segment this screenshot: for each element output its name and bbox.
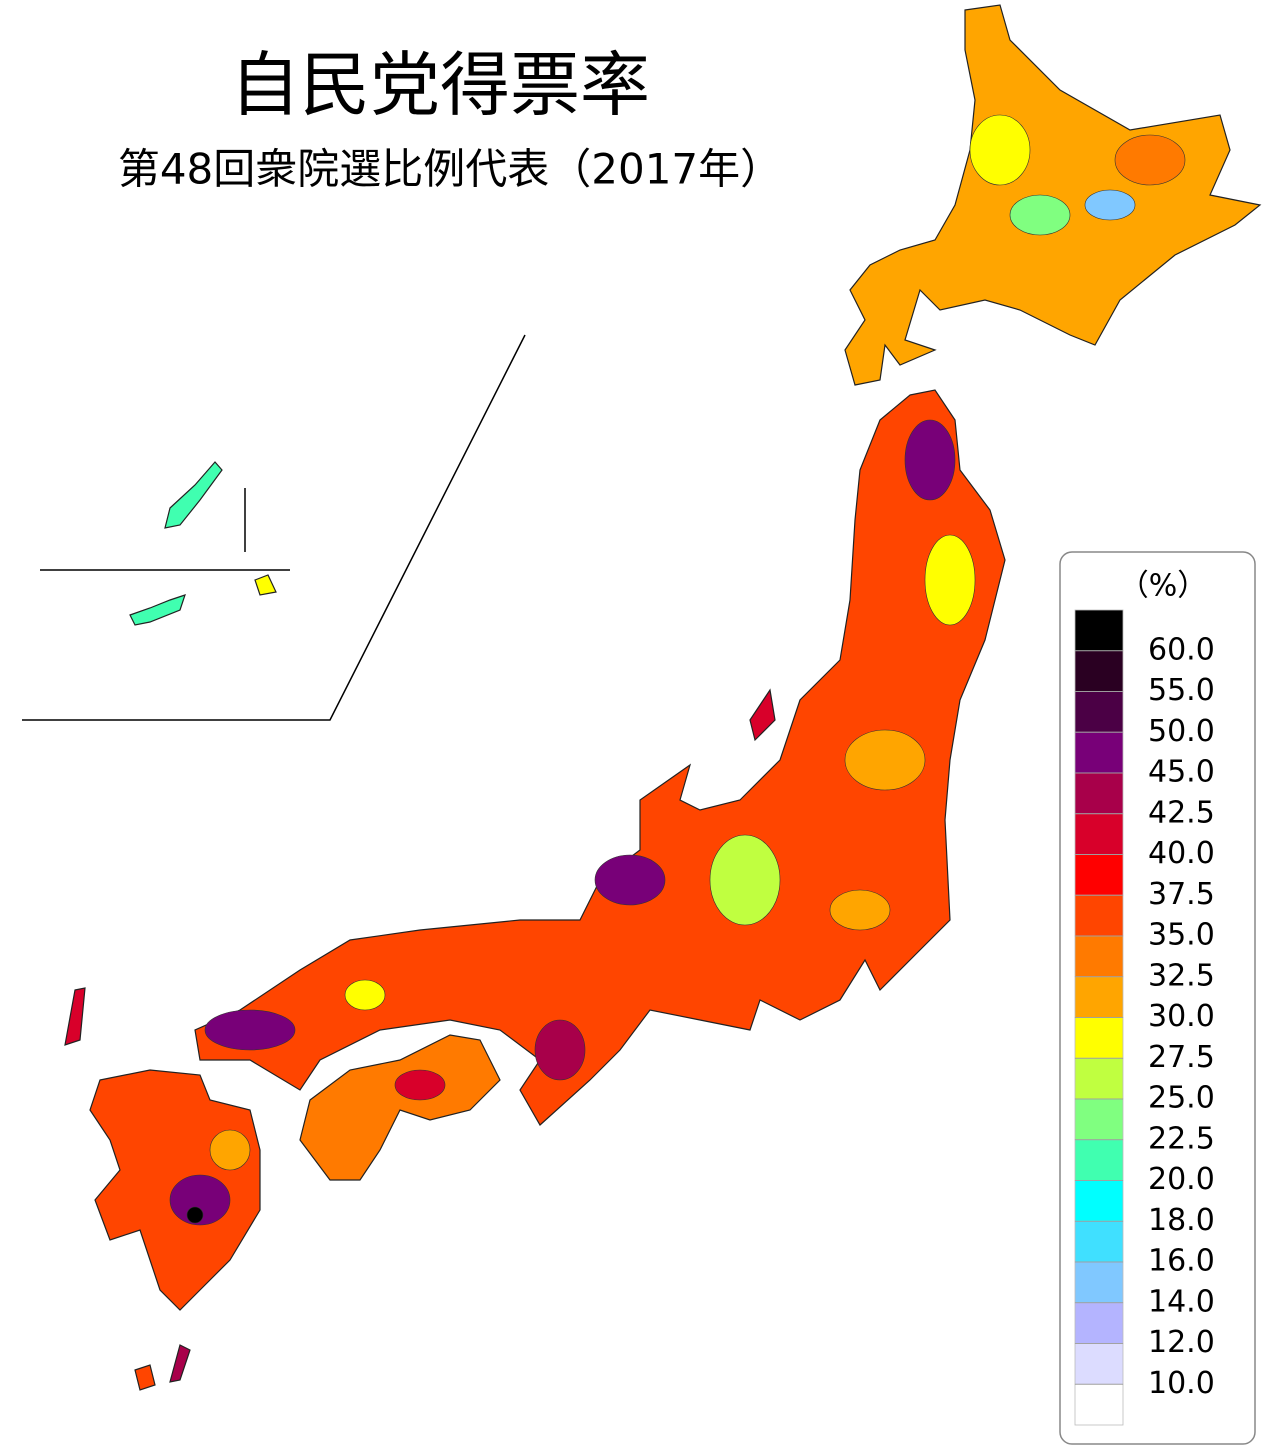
- region: [209, 1129, 251, 1171]
- legend-swatch: [1074, 1383, 1124, 1426]
- legend-label: 27.5: [1148, 1040, 1215, 1075]
- legend-swatch: [1074, 1261, 1124, 1304]
- daito: [254, 574, 277, 596]
- region: [394, 1069, 446, 1101]
- region: [1084, 189, 1136, 221]
- legend-swatch: [1074, 650, 1124, 692]
- legend-swatch: [1074, 1220, 1124, 1263]
- legend-label: 42.5: [1148, 795, 1215, 830]
- region-patches: [169, 114, 1186, 1226]
- region: [1114, 134, 1186, 186]
- legend-swatch: [1074, 894, 1124, 937]
- legend-swatch: [1074, 935, 1124, 978]
- legend-label: 10.0: [1148, 1366, 1215, 1401]
- legend-swatch: [1074, 1180, 1124, 1222]
- legend-swatch: [1074, 1098, 1124, 1141]
- legend-label: 25.0: [1148, 1081, 1215, 1116]
- region: [169, 1174, 231, 1226]
- region: [969, 114, 1031, 186]
- legend-label: 32.5: [1148, 958, 1215, 993]
- legend-label: 45.0: [1148, 755, 1215, 790]
- legend-label: 22.5: [1148, 1121, 1215, 1156]
- region: [594, 854, 666, 906]
- legend-unit: （%）: [1119, 569, 1208, 604]
- legend-label: 12.0: [1148, 1325, 1215, 1360]
- legend-swatch: [1074, 1139, 1124, 1181]
- legend-label: 37.5: [1148, 877, 1215, 912]
- sado: [749, 688, 776, 742]
- legend-swatch: [1074, 772, 1124, 815]
- legend-label: 16.0: [1148, 1244, 1215, 1279]
- legend-swatch: [1074, 691, 1124, 733]
- region: [534, 1019, 586, 1081]
- region: [829, 889, 891, 931]
- legend-swatch: [1074, 609, 1124, 652]
- shikoku: [299, 1034, 501, 1181]
- legend: （%） 60.0 55.0 50.0 45.0 42.5 40.0 37.5 35.0 32.5…: [1059, 551, 1256, 1445]
- land-areas: [64, 4, 1262, 1391]
- region: [344, 979, 386, 1011]
- legend-label: 60.0: [1148, 632, 1215, 667]
- region: [844, 729, 926, 791]
- legend-swatch: [1074, 731, 1124, 774]
- region: [186, 1206, 204, 1224]
- okinawa: [164, 461, 223, 529]
- legend-label: 35.0: [1148, 918, 1215, 953]
- legend-label: 40.0: [1148, 836, 1215, 871]
- sakishima: [129, 594, 186, 626]
- inset-frame: [22, 334, 526, 721]
- region: [924, 534, 976, 626]
- legend-label: 50.0: [1148, 714, 1215, 749]
- region: [1009, 194, 1071, 236]
- legend-label: 20.0: [1148, 1162, 1215, 1197]
- tanegashima: [134, 1364, 156, 1391]
- legend-swatch: [1074, 1017, 1124, 1059]
- legend-label: 30.0: [1148, 999, 1215, 1034]
- legend-swatch: [1074, 1343, 1124, 1385]
- map-title: 自民党得票率: [230, 44, 650, 126]
- legend-swatch: [1074, 976, 1124, 1018]
- map-subtitle: 第48回衆院選比例代表（2017年）: [118, 145, 782, 194]
- amami: [169, 1344, 191, 1383]
- legend-swatch: [1074, 1057, 1124, 1100]
- legend-swatch: [1074, 1302, 1124, 1344]
- hokkaido: [844, 4, 1262, 386]
- honshu: [194, 389, 1006, 1126]
- tsushima: [64, 987, 86, 1046]
- legend-swatch: [1074, 854, 1124, 896]
- legend-label: 18.0: [1148, 1203, 1215, 1238]
- legend-label: 14.0: [1148, 1284, 1215, 1319]
- region: [709, 834, 781, 926]
- legend-swatch: [1074, 813, 1124, 855]
- legend-label: 55.0: [1148, 673, 1215, 708]
- region: [904, 419, 956, 501]
- region: [204, 1009, 296, 1051]
